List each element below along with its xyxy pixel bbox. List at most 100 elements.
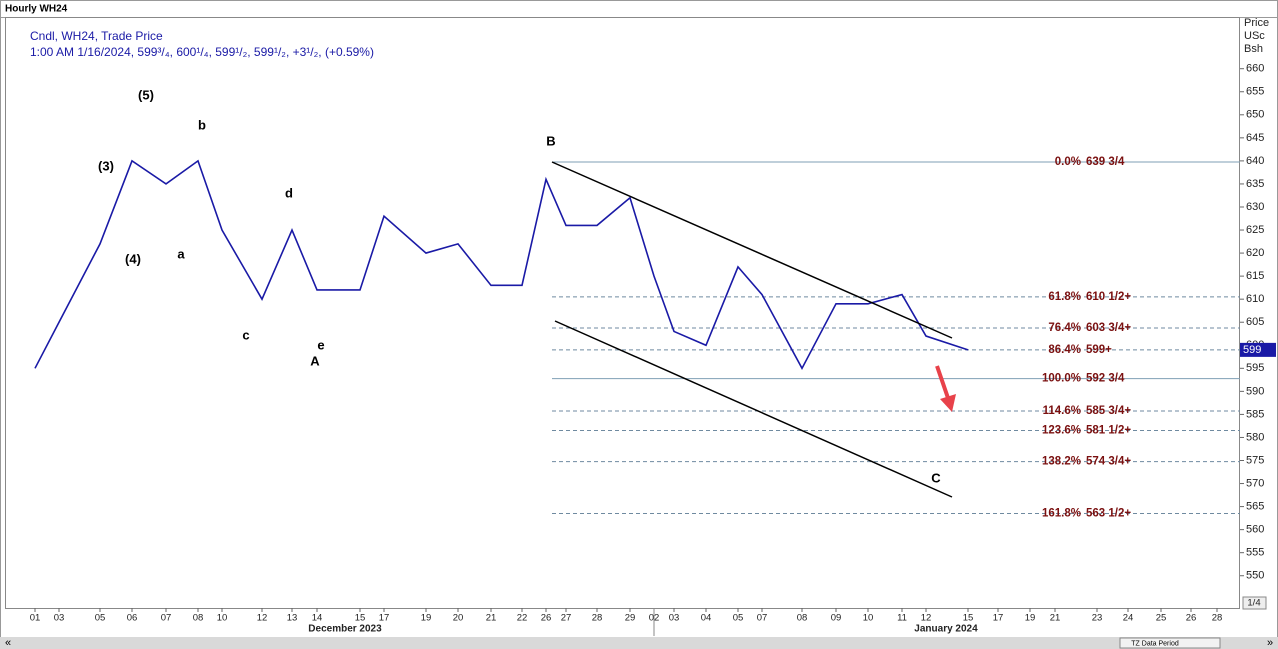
y-tick-label: 620 (1246, 247, 1264, 259)
axis-title: Price (1244, 17, 1269, 29)
x-tick-label: 13 (287, 613, 298, 624)
wave-label: (5) (138, 87, 154, 102)
arrow-head (940, 394, 956, 412)
zoom-button[interactable] (1242, 596, 1267, 610)
axis-title: USc (1244, 30, 1265, 42)
x-tick-label: 25 (1156, 613, 1167, 624)
fib-percent: 123.6% (1042, 425, 1081, 437)
y-tick-label: 580 (1246, 431, 1264, 443)
x-tick-label: 15 (963, 613, 974, 624)
x-tick-label: 11 (897, 613, 907, 624)
channel-line (551, 161, 953, 339)
x-tick-label: 20 (453, 613, 464, 624)
x-tick-label: 21 (1050, 613, 1061, 624)
legend-line: Cndl, WH24, Trade Price (30, 29, 163, 43)
fib-price: 639 3/4 (1086, 156, 1125, 168)
y-tick-label: 610 (1246, 293, 1264, 305)
channel-line (554, 320, 953, 498)
fib-price: 563 1/2+ (1086, 508, 1131, 520)
x-tick-label: 15 (355, 613, 366, 624)
wave-label: c (242, 327, 249, 342)
x-tick-label: 26 (541, 613, 552, 624)
y-tick-label: 645 (1246, 132, 1264, 144)
arrow (935, 365, 950, 399)
fib-price: 581 1/2+ (1086, 425, 1131, 437)
x-tick-label: 03 (54, 613, 65, 624)
fib-percent: 0.0% (1055, 156, 1081, 168)
fib-price: 599+ (1086, 344, 1112, 356)
x-tick-label: 26 (1186, 613, 1197, 624)
y-tick-label: 590 (1246, 385, 1264, 397)
y-tick-label: 565 (1246, 501, 1264, 513)
fib-percent: 138.2% (1042, 456, 1081, 468)
x-tick-label: 28 (592, 613, 603, 624)
x-tick-label: 10 (863, 613, 874, 624)
wave-label: C (931, 470, 941, 485)
x-tick-label: 06 (127, 613, 138, 624)
y-tick-label: 640 (1246, 155, 1264, 167)
wave-label: A (310, 353, 320, 368)
fib-percent: 114.6% (1043, 405, 1081, 417)
x-tick-label: 29 (625, 613, 636, 624)
y-tick-label: 630 (1246, 201, 1264, 213)
x-tick-label: 17 (993, 613, 1004, 624)
x-tick-label: 19 (421, 613, 432, 624)
x-tick-label: 07 (757, 613, 768, 624)
x-tick-label: 21 (486, 613, 497, 624)
wave-label: B (546, 133, 555, 148)
x-tick-label: 07 (161, 613, 172, 624)
fib-price: 574 3/4+ (1086, 456, 1131, 468)
x-tick-label: 01 (30, 613, 41, 624)
scroll-left[interactable]: « (5, 637, 11, 649)
y-tick-label: 655 (1246, 86, 1264, 98)
x-tick-label: 04 (701, 613, 712, 624)
fib-percent: 86.4% (1048, 344, 1081, 356)
x-tick-label: 12 (257, 613, 268, 624)
fib-percent: 76.4% (1048, 322, 1081, 334)
fib-percent: 161.8% (1042, 508, 1081, 520)
axis-title: Bsh (1244, 43, 1263, 55)
x-tick-label: 12 (921, 613, 932, 624)
fib-price: 592 3/4 (1086, 373, 1125, 385)
x-tick-label: 05 (733, 613, 744, 624)
y-tick-label: 570 (1246, 477, 1264, 489)
fib-percent: 100.0% (1042, 373, 1081, 385)
x-tick-label: 09 (831, 613, 842, 624)
scroll-label: TZ Data Period (1131, 640, 1179, 647)
plot-frame (5, 17, 1240, 609)
wave-label: d (285, 185, 293, 200)
y-tick-label: 625 (1246, 224, 1264, 236)
y-tick-label: 635 (1246, 178, 1264, 190)
fib-price: 585 3/4+ (1086, 405, 1131, 417)
x-tick-label: 14 (312, 613, 323, 624)
x-tick-label: 23 (1092, 613, 1103, 624)
y-tick-label: 585 (1246, 408, 1264, 420)
x-tick-label: 03 (669, 613, 680, 624)
x-tick-label: 08 (193, 613, 204, 624)
month-label: December 2023 (308, 624, 382, 635)
x-tick-label: 24 (1123, 613, 1134, 624)
last-price-tag (1240, 342, 1276, 357)
y-tick-label: 550 (1246, 570, 1264, 582)
x-tick-label: 05 (95, 613, 106, 624)
x-tick-label: 17 (379, 613, 390, 624)
y-tick-label: 560 (1246, 524, 1264, 536)
y-tick-label: 555 (1246, 547, 1264, 559)
x-tick-label: 22 (517, 613, 528, 624)
scroll-right[interactable]: » (1267, 637, 1273, 649)
y-tick-label: 660 (1246, 63, 1264, 75)
scrollbar[interactable] (0, 637, 1278, 649)
wave-label: (3) (98, 158, 114, 173)
y-tick-label: 575 (1246, 454, 1264, 466)
wave-label: a (177, 246, 185, 261)
wave-label: (4) (125, 251, 141, 266)
window-title: Hourly WH24 (5, 4, 68, 15)
month-label: January 2024 (914, 624, 978, 635)
wave-label: b (198, 117, 206, 132)
wave-label: e (317, 337, 324, 352)
x-tick-label: 28 (1212, 613, 1223, 624)
fib-percent: 61.8% (1048, 291, 1081, 303)
scroll-thumb[interactable] (1119, 637, 1221, 649)
last-price-label: 599 (1243, 344, 1261, 356)
